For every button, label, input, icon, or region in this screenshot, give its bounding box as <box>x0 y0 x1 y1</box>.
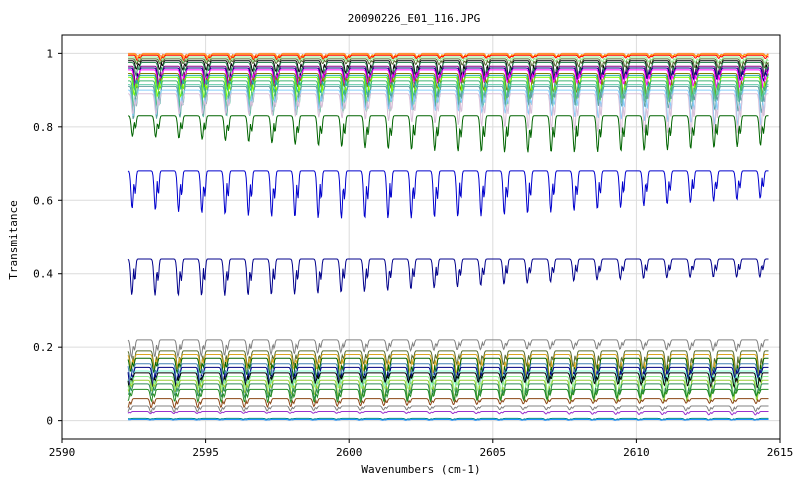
y-tick-label: 0.8 <box>33 121 53 134</box>
x-tick-label: 2615 <box>767 446 794 459</box>
x-tick-label: 2590 <box>49 446 76 459</box>
series-line <box>127 383 769 402</box>
series-line <box>127 258 769 297</box>
plot-area-frame <box>61 34 781 440</box>
series-line <box>127 376 769 400</box>
x-tick-label: 2605 <box>480 446 507 459</box>
series-line <box>128 89 769 127</box>
y-tick-label: 0.6 <box>33 194 53 207</box>
y-tick-label: 0.4 <box>33 268 53 281</box>
series-line <box>128 58 769 70</box>
series-line <box>128 69 769 91</box>
y-tick-label: 1 <box>46 47 53 60</box>
series-line <box>127 354 769 383</box>
series-line <box>128 54 769 62</box>
x-tick-label: 2595 <box>192 446 219 459</box>
y-axis: 0 0.2 0.4 0.6 0.8 1 <box>33 47 62 428</box>
series-line <box>128 85 769 120</box>
x-tick-label: 2610 <box>623 446 650 459</box>
series-line <box>128 62 770 83</box>
series-line <box>128 93 769 135</box>
series-layer <box>127 52 770 421</box>
x-axis-label: Wavenumbers (cm-1) <box>361 463 480 476</box>
series-line <box>127 405 769 414</box>
series-line <box>127 410 769 416</box>
series-line <box>127 398 769 409</box>
chart-title: 20090226_E01_116.JPG <box>348 12 480 25</box>
series-line <box>127 357 769 386</box>
series-line <box>127 363 769 388</box>
y-tick-label: 0 <box>46 415 53 428</box>
series-line <box>127 388 769 404</box>
series-line <box>128 65 769 88</box>
series-line <box>127 339 769 360</box>
series-line <box>128 60 770 80</box>
series-line <box>128 74 769 104</box>
series-line <box>127 350 769 375</box>
series-line <box>128 53 769 60</box>
series-line <box>127 170 769 219</box>
y-axis-label: Transmitance <box>7 200 20 279</box>
series-line <box>127 372 769 390</box>
series-line <box>128 73 769 99</box>
series-line <box>128 76 769 108</box>
x-tick-label: 2600 <box>336 446 363 459</box>
x-axis: 2590 2595 2600 2605 2610 2615 <box>49 439 794 459</box>
series-line <box>127 115 769 153</box>
series-line <box>128 84 769 118</box>
series-line <box>128 80 769 113</box>
series-line <box>127 370 769 394</box>
series-line <box>128 67 769 92</box>
series-line <box>128 419 769 421</box>
y-tick-label: 0.2 <box>33 341 53 354</box>
series-line <box>127 379 769 403</box>
series-line <box>127 366 769 390</box>
series-line <box>128 56 769 65</box>
